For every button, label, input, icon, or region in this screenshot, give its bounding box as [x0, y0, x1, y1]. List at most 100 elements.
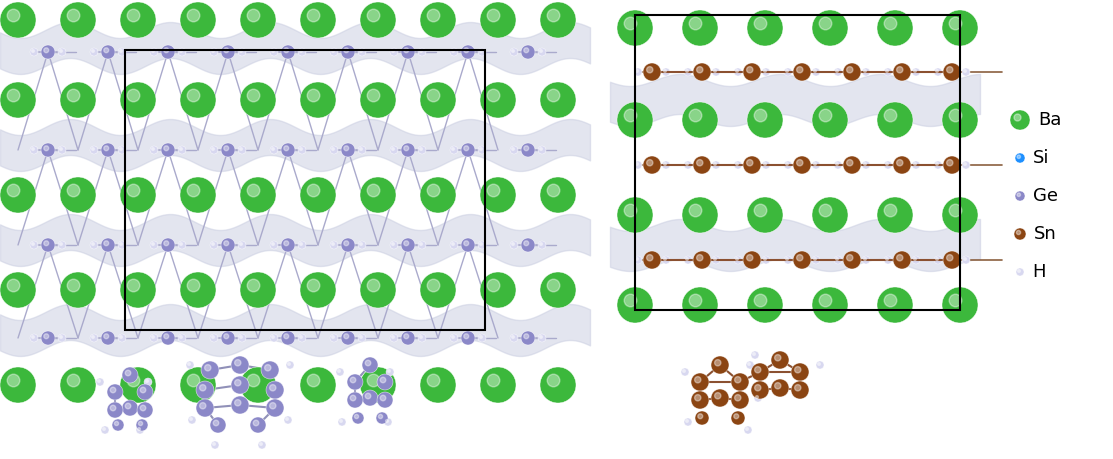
Circle shape: [150, 48, 158, 56]
Circle shape: [733, 256, 742, 264]
Circle shape: [178, 241, 186, 249]
Circle shape: [819, 109, 831, 122]
Circle shape: [762, 68, 770, 76]
Circle shape: [58, 241, 66, 249]
Circle shape: [7, 9, 20, 22]
Circle shape: [164, 334, 169, 339]
Circle shape: [180, 272, 216, 308]
Circle shape: [211, 243, 215, 246]
Circle shape: [427, 9, 440, 22]
Circle shape: [365, 360, 371, 366]
Circle shape: [464, 48, 469, 53]
Circle shape: [510, 334, 518, 342]
Circle shape: [90, 241, 98, 249]
Circle shape: [31, 148, 35, 151]
Circle shape: [538, 146, 546, 154]
Circle shape: [797, 255, 802, 261]
Circle shape: [548, 374, 560, 387]
Circle shape: [617, 10, 653, 46]
Circle shape: [150, 334, 158, 342]
Circle shape: [736, 162, 738, 165]
Circle shape: [695, 395, 701, 401]
Circle shape: [548, 9, 560, 22]
Circle shape: [122, 400, 138, 416]
Circle shape: [238, 334, 246, 342]
Circle shape: [90, 48, 98, 56]
Circle shape: [125, 370, 131, 376]
Circle shape: [843, 63, 861, 81]
Circle shape: [480, 50, 482, 52]
Circle shape: [140, 405, 146, 411]
Circle shape: [178, 48, 186, 56]
Circle shape: [786, 257, 788, 260]
Circle shape: [480, 367, 516, 403]
Circle shape: [689, 294, 702, 307]
Circle shape: [43, 334, 49, 339]
Circle shape: [461, 45, 475, 59]
Circle shape: [179, 50, 183, 52]
Circle shape: [752, 353, 756, 355]
Circle shape: [884, 256, 892, 264]
Circle shape: [387, 369, 391, 372]
Circle shape: [747, 160, 752, 166]
Circle shape: [814, 70, 817, 73]
Circle shape: [280, 331, 295, 345]
Circle shape: [332, 50, 334, 52]
Circle shape: [307, 279, 319, 292]
Circle shape: [358, 48, 366, 56]
Circle shape: [381, 377, 386, 383]
Circle shape: [201, 361, 219, 379]
Circle shape: [755, 204, 767, 217]
Circle shape: [247, 374, 259, 387]
Circle shape: [819, 17, 831, 30]
Circle shape: [792, 156, 811, 174]
Circle shape: [747, 10, 784, 46]
Circle shape: [161, 238, 175, 252]
Circle shape: [684, 418, 692, 426]
Circle shape: [1017, 193, 1021, 196]
Circle shape: [864, 162, 866, 165]
Circle shape: [127, 279, 140, 292]
Circle shape: [221, 331, 235, 345]
Circle shape: [695, 411, 709, 425]
Circle shape: [420, 50, 423, 52]
Circle shape: [67, 374, 80, 387]
Circle shape: [762, 161, 770, 169]
Circle shape: [58, 146, 66, 154]
Circle shape: [540, 367, 577, 403]
Circle shape: [847, 160, 853, 166]
Circle shape: [104, 241, 109, 246]
Circle shape: [936, 162, 938, 165]
Circle shape: [943, 156, 961, 174]
Circle shape: [151, 336, 155, 338]
Circle shape: [684, 68, 692, 76]
Circle shape: [67, 89, 80, 102]
Circle shape: [247, 279, 259, 292]
Circle shape: [164, 146, 169, 151]
Circle shape: [127, 9, 140, 22]
Circle shape: [942, 10, 978, 46]
Circle shape: [138, 421, 142, 425]
Circle shape: [949, 109, 962, 122]
Circle shape: [235, 359, 240, 366]
Circle shape: [196, 399, 214, 417]
Circle shape: [487, 184, 500, 197]
Circle shape: [31, 336, 35, 338]
Circle shape: [893, 63, 912, 81]
Circle shape: [487, 279, 500, 292]
Circle shape: [943, 251, 961, 269]
Circle shape: [178, 146, 186, 154]
Circle shape: [110, 405, 116, 411]
Circle shape: [510, 48, 518, 56]
Circle shape: [120, 2, 156, 38]
Circle shape: [1015, 191, 1025, 201]
Circle shape: [404, 146, 408, 151]
Circle shape: [893, 156, 912, 174]
Circle shape: [843, 251, 861, 269]
Circle shape: [452, 148, 454, 151]
Circle shape: [299, 243, 303, 246]
Circle shape: [125, 403, 131, 409]
Circle shape: [401, 143, 415, 157]
Circle shape: [301, 82, 336, 118]
Circle shape: [386, 368, 394, 376]
